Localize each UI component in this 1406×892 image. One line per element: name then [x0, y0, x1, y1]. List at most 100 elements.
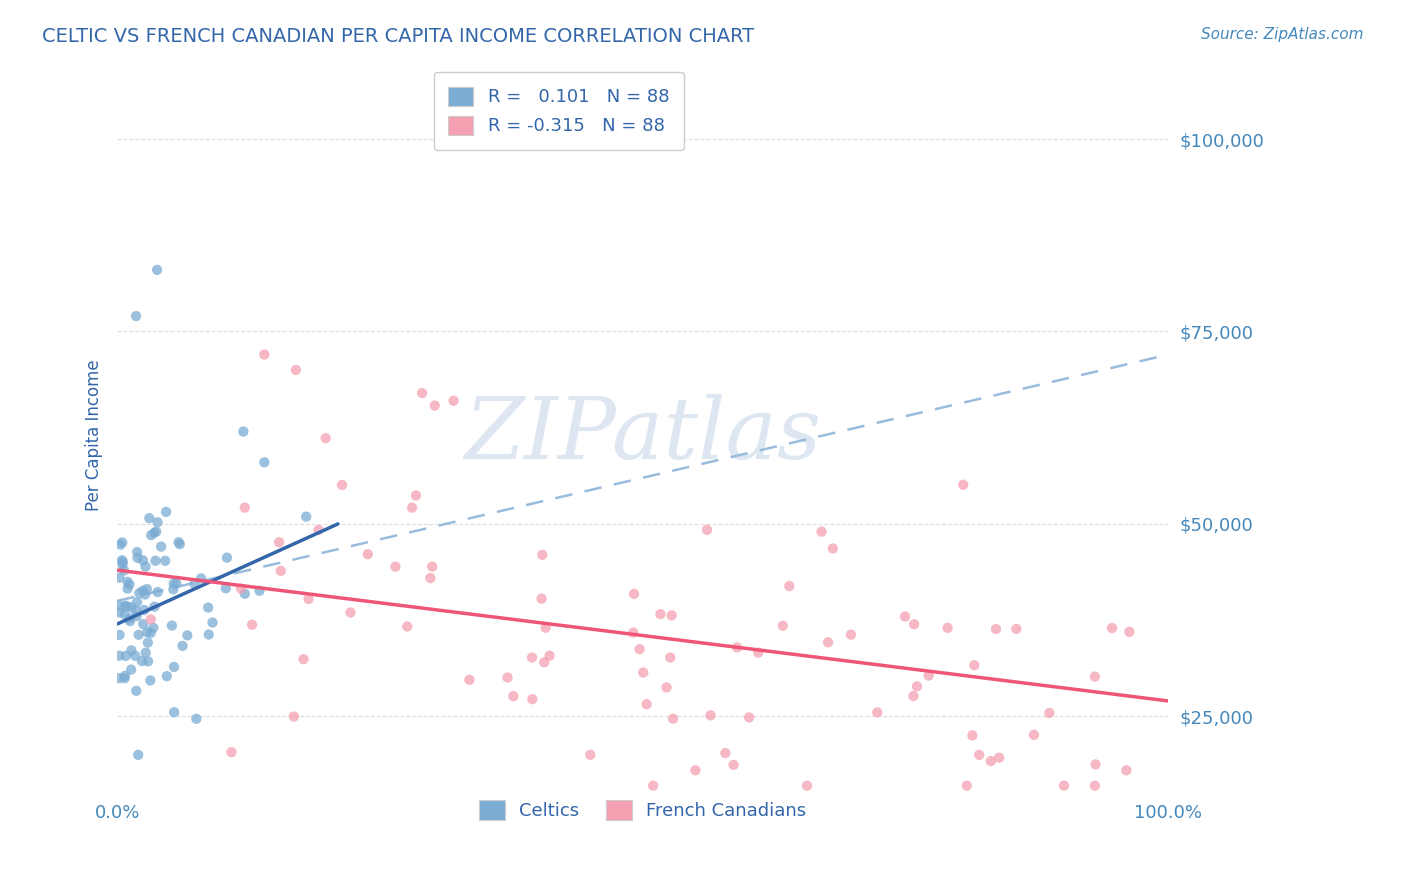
Point — [117, 574, 139, 589]
Point — [747, 646, 769, 660]
Point — [330, 478, 353, 492]
Point — [215, 550, 238, 565]
Point — [839, 628, 862, 642]
Point — [134, 587, 156, 601]
Point — [108, 599, 131, 613]
Point — [1084, 669, 1107, 683]
Point — [269, 535, 291, 549]
Point — [111, 558, 134, 572]
Point — [136, 635, 159, 649]
Point — [967, 747, 990, 762]
Point — [176, 628, 198, 642]
Point — [297, 592, 319, 607]
Point — [169, 537, 191, 551]
Point — [125, 609, 148, 624]
Point — [918, 668, 941, 682]
Point — [143, 525, 166, 540]
Point — [114, 607, 136, 622]
Text: Source: ZipAtlas.com: Source: ZipAtlas.com — [1201, 27, 1364, 42]
Point — [141, 528, 163, 542]
Point — [125, 683, 148, 698]
Point — [111, 555, 134, 569]
Point — [725, 640, 748, 655]
Point — [419, 571, 441, 585]
Point — [502, 689, 524, 703]
Point — [162, 582, 184, 597]
Point — [401, 500, 423, 515]
Point — [723, 757, 745, 772]
Point — [530, 591, 553, 606]
Point — [156, 669, 179, 683]
Point — [778, 579, 800, 593]
Point — [738, 710, 761, 724]
Point — [136, 582, 159, 596]
Point — [124, 648, 146, 663]
Point — [956, 779, 979, 793]
Point — [134, 603, 156, 617]
Point — [283, 709, 305, 723]
Point — [1115, 764, 1137, 778]
Point — [980, 754, 1002, 768]
Point — [139, 625, 162, 640]
Point — [655, 681, 678, 695]
Point — [165, 576, 187, 591]
Point — [186, 712, 208, 726]
Point — [134, 559, 156, 574]
Point — [139, 673, 162, 688]
Point — [114, 669, 136, 683]
Point — [108, 648, 131, 663]
Point — [108, 671, 131, 685]
Point — [155, 505, 177, 519]
Point — [905, 679, 928, 693]
Point — [120, 663, 142, 677]
Point — [253, 455, 276, 469]
Point — [163, 576, 186, 591]
Point — [150, 540, 173, 554]
Point — [270, 564, 292, 578]
Point — [810, 524, 832, 539]
Point — [153, 554, 176, 568]
Point — [233, 587, 256, 601]
Point — [183, 576, 205, 591]
Point — [1084, 779, 1107, 793]
Point — [108, 628, 131, 642]
Point — [659, 650, 682, 665]
Point — [114, 648, 136, 663]
Legend: Celtics, French Canadians: Celtics, French Canadians — [465, 786, 821, 834]
Point — [128, 586, 150, 600]
Point — [623, 587, 645, 601]
Point — [114, 671, 136, 685]
Point — [110, 538, 132, 552]
Point — [384, 559, 406, 574]
Point — [534, 621, 557, 635]
Point — [142, 621, 165, 635]
Point — [520, 650, 543, 665]
Point — [650, 607, 672, 621]
Point — [396, 619, 419, 633]
Point — [796, 779, 818, 793]
Point — [197, 627, 219, 641]
Point — [423, 399, 446, 413]
Point — [714, 746, 737, 760]
Point — [167, 535, 190, 549]
Point — [136, 625, 159, 640]
Point — [903, 689, 925, 703]
Point — [145, 524, 167, 539]
Point — [145, 554, 167, 568]
Point — [696, 523, 718, 537]
Point — [772, 619, 794, 633]
Point — [146, 263, 169, 277]
Point — [621, 625, 644, 640]
Point — [128, 628, 150, 642]
Point — [633, 665, 655, 680]
Point — [522, 692, 544, 706]
Point — [132, 553, 155, 567]
Point — [936, 621, 959, 635]
Point — [1053, 779, 1076, 793]
Point — [135, 646, 157, 660]
Point — [127, 550, 149, 565]
Point — [215, 582, 238, 596]
Point — [115, 599, 138, 614]
Point — [1022, 728, 1045, 742]
Point — [197, 600, 219, 615]
